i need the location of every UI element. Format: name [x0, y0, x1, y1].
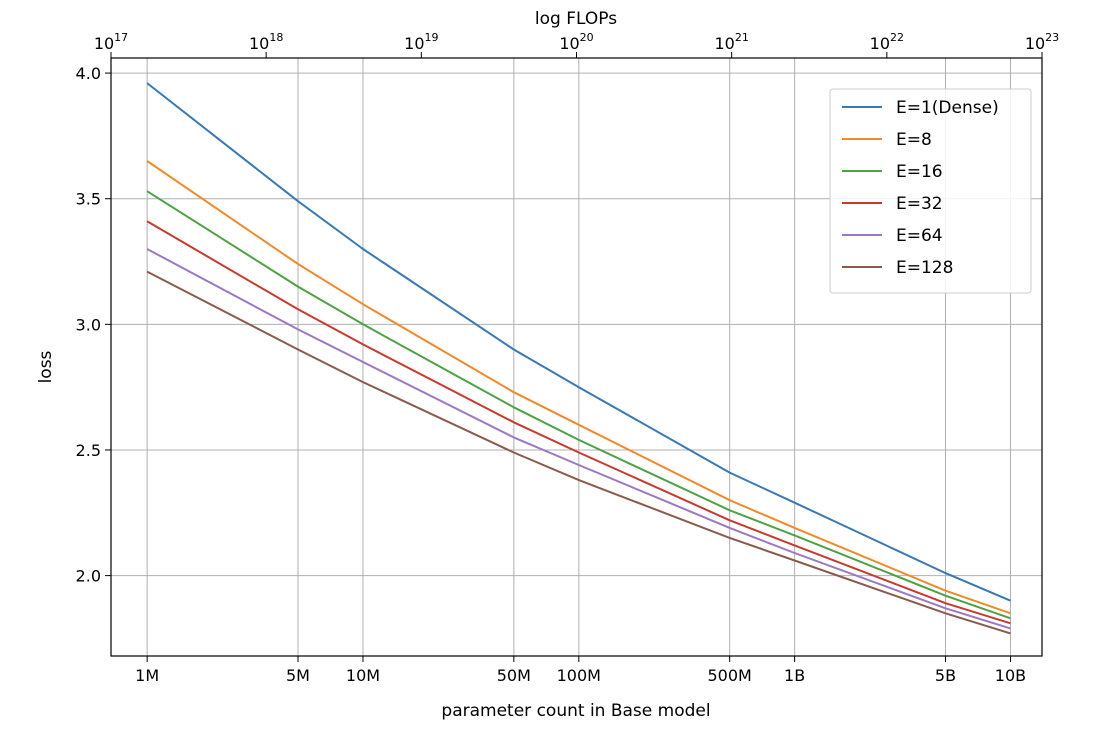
legend-label: E=1(Dense) — [896, 98, 999, 118]
series-line-2 — [146, 160, 1011, 615]
y-tick-label: 4.0 — [76, 64, 101, 83]
axes: 1M 5M 10M 50M 100M 500M 1B 5B 10B 2.0 2.5 3.0 3.5 4.0… — [76, 31, 1060, 685]
legend: E=1(Dense) E=8 E=16 E=32 E=64 E=128 — [829, 88, 1032, 294]
x-tick-label: 5B — [935, 666, 956, 685]
y-tick-label: 2.0 — [76, 567, 101, 586]
series-lines — [146, 82, 1011, 635]
y-tick-label: 3.5 — [76, 190, 101, 209]
legend-label: E=128 — [896, 258, 953, 278]
top-tick-label: 1018 — [249, 31, 283, 53]
legend-label: E=16 — [896, 162, 943, 182]
x-axis-label: parameter count in Base model — [441, 701, 710, 721]
series-line-1 — [146, 82, 1011, 602]
top-tick-label: 1023 — [1025, 31, 1059, 53]
x-tick-label: 1M — [135, 666, 159, 685]
y-tick-label: 2.5 — [76, 441, 101, 460]
legend-label: E=32 — [896, 194, 943, 214]
x-tick-label: 5M — [286, 666, 310, 685]
top-tick-label: 1022 — [870, 31, 904, 53]
x-tick-label: 50M — [497, 666, 531, 685]
top-tick-label: 1019 — [404, 31, 438, 53]
series-line-3 — [146, 190, 1011, 620]
top-tick-label: 1020 — [559, 31, 593, 53]
top-tick-label: 1021 — [714, 31, 748, 53]
top-axis-label: log FLOPs — [535, 9, 617, 29]
series-line-6 — [146, 270, 1011, 635]
x-tick-label: 500M — [707, 666, 751, 685]
series-line-5 — [146, 248, 1011, 630]
x-tick-label: 10B — [995, 666, 1026, 685]
x-tick-label: 100M — [557, 666, 601, 685]
x-tick-label: 1B — [784, 666, 805, 685]
x-tick-label: 10M — [346, 666, 380, 685]
y-axis-label: loss — [36, 350, 56, 383]
legend-label: E=64 — [896, 226, 943, 246]
y-tick-label: 3.0 — [76, 315, 101, 334]
legend-label: E=8 — [896, 130, 932, 150]
top-tick-label: 1017 — [94, 31, 128, 53]
series-line-4 — [146, 220, 1011, 625]
